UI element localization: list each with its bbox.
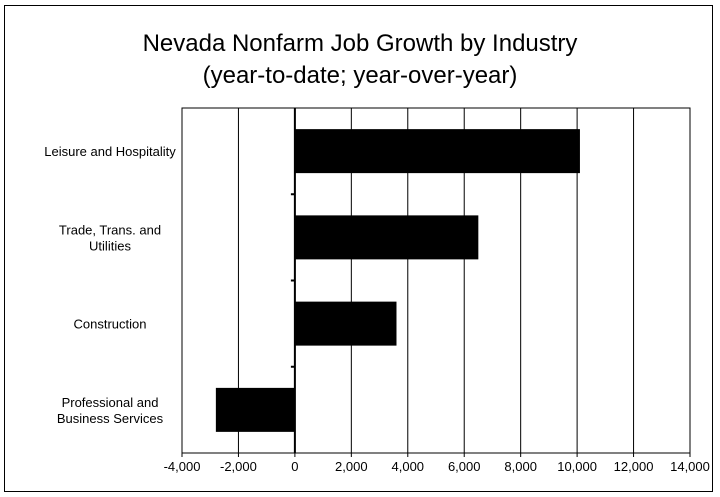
- category-label: Leisure and Hospitality: [44, 144, 176, 159]
- bar: [294, 129, 580, 174]
- chart-title: Nevada Nonfarm Job Growth by Industry: [142, 30, 578, 57]
- bar: [294, 301, 397, 346]
- x-tick-label: 10,000: [557, 459, 597, 474]
- category-label: Business Services: [57, 411, 164, 426]
- x-tick-label: 12,000: [614, 459, 654, 474]
- x-tick-label: 14,000: [670, 459, 710, 474]
- chart-subtitle: (year-to-date; year-over-year): [202, 62, 518, 89]
- category-label: Professional and: [62, 395, 159, 410]
- plot-area: [181, 107, 691, 454]
- x-tick-label: 0: [291, 459, 298, 474]
- x-tick-label: 6,000: [448, 459, 481, 474]
- bar: [215, 387, 295, 432]
- bar: [294, 215, 479, 260]
- category-label: Construction: [74, 317, 147, 332]
- category-label: Utilities: [89, 238, 131, 253]
- x-tick-label: 8,000: [504, 459, 537, 474]
- x-tick-label: 2,000: [335, 459, 368, 474]
- x-tick-label: 4,000: [392, 459, 425, 474]
- category-label: Trade, Trans. and: [59, 222, 161, 237]
- x-tick-label: -2,000: [220, 459, 257, 474]
- x-tick-label: -4,000: [164, 459, 201, 474]
- chart-frame: [4, 5, 713, 492]
